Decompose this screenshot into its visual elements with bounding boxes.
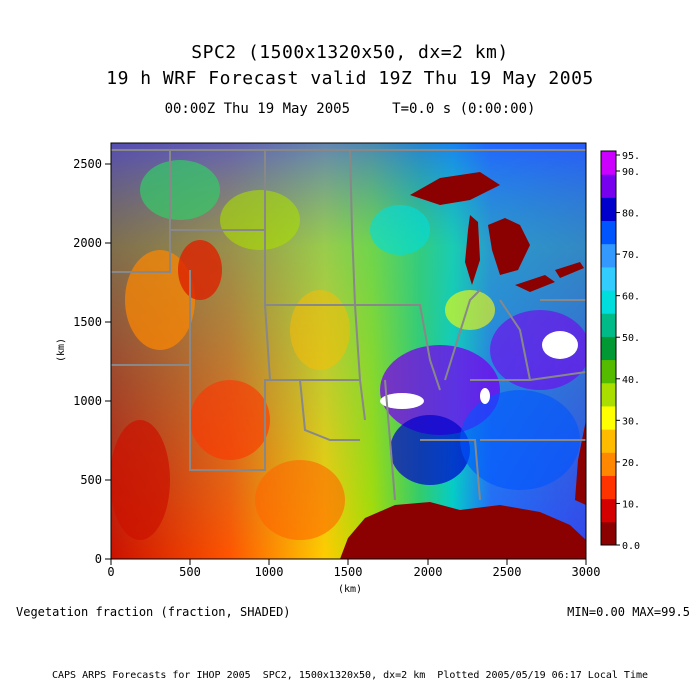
- x-tick-label: 1500: [334, 565, 363, 579]
- y-tick-label: 0: [95, 552, 102, 566]
- colorbar-swatch: [601, 220, 616, 245]
- colorbar-label: 30.: [622, 416, 640, 427]
- vegetation-field: [111, 143, 586, 559]
- colorbar-swatch: [601, 197, 616, 222]
- colorbar-label: 90.: [622, 167, 640, 178]
- colorbar-swatch: [601, 475, 616, 500]
- colorbar-swatch: [601, 266, 616, 291]
- y-axis: 0 500 1000 1500 2000 2500 (km): [56, 157, 111, 566]
- colorbar-label: 0.0: [622, 541, 640, 552]
- field-description: Vegetation fraction (fraction, SHADED): [16, 605, 291, 619]
- colorbar-swatch: [601, 151, 616, 175]
- colorbar-label: 20.: [622, 458, 640, 469]
- colorbar-swatch: [601, 452, 616, 476]
- colorbar-swatch: [601, 336, 616, 361]
- time-stamp: 00:00Z Thu 19 May 2005 T=0.0 s (0:00:00): [164, 101, 536, 117]
- x-tick-label: 0: [107, 565, 114, 579]
- state-boundaries: [111, 149, 586, 501]
- colorbar-swatch: [601, 174, 616, 198]
- colorbar-swatch: [601, 498, 616, 523]
- colorbar-label: 10.: [622, 499, 640, 510]
- colorbar-label: 70.: [622, 250, 640, 261]
- colorbar: 0.0 10. 20. 30. 40. 50. 60. 70. 80. 90. 95.: [600, 150, 640, 552]
- colorbar-label: 40.: [622, 375, 640, 386]
- plot-subtitle: 19 h WRF Forecast valid 19Z Thu 19 May 2…: [106, 68, 594, 89]
- colorbar-swatch: [601, 429, 616, 453]
- colorbar-label: 80.: [622, 209, 640, 220]
- colorbar-label: 50.: [622, 333, 640, 344]
- y-tick-label: 500: [80, 473, 102, 487]
- y-tick-label: 1500: [73, 315, 102, 329]
- colorbar-swatch: [601, 243, 616, 268]
- colorbar-swatch: [601, 521, 616, 546]
- y-tick-label: 2500: [73, 157, 102, 171]
- colorbar-frame: [600, 150, 617, 546]
- y-tick-label: 2000: [73, 236, 102, 250]
- min-max-readout: MIN=0.00 MAX=99.5: [567, 605, 690, 619]
- colorbar-swatch: [601, 382, 616, 407]
- x-axis: 0 500 1000 1500 2000 2500 3000 (km): [107, 559, 600, 595]
- colorbar-swatch: [601, 359, 616, 384]
- x-tick-label: 2500: [493, 565, 522, 579]
- x-tick-label: 3000: [572, 565, 601, 579]
- y-axis-label: (km): [56, 338, 67, 362]
- colorbar-label: 60.: [622, 292, 640, 303]
- x-tick-label: 1000: [255, 565, 284, 579]
- colorbar-label: 95.: [622, 151, 640, 162]
- colorbar-swatch: [601, 290, 616, 314]
- colorbar-swatch: [601, 405, 616, 430]
- colorbar-swatch: [601, 313, 616, 337]
- credits-line: CAPS ARPS Forecasts for IHOP 2005 SPC2, …: [51, 670, 649, 681]
- plot-title: SPC2 (1500x1320x50, dx=2 km): [191, 42, 509, 63]
- x-tick-label: 2000: [414, 565, 443, 579]
- x-tick-label: 500: [179, 565, 201, 579]
- x-axis-label: (km): [338, 584, 362, 595]
- y-tick-label: 1000: [73, 394, 102, 408]
